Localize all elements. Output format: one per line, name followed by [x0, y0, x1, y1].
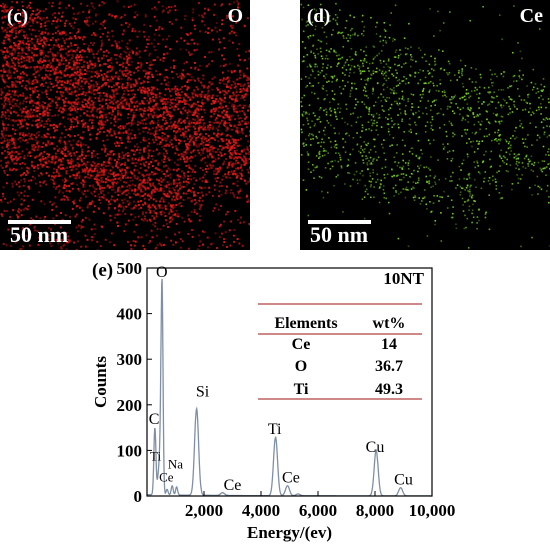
element-label-o: O: [227, 5, 243, 27]
table-cell-element: Ti: [294, 381, 309, 398]
table-cell-wt: 49.3: [375, 381, 403, 398]
table-cell-wt: 14: [381, 336, 397, 353]
oxygen-map-image: [0, 0, 250, 250]
map-texture: [300, 2, 550, 249]
cerium-map-panel: (d) Ce 50 nm: [300, 0, 550, 250]
peak-annotation: C: [149, 411, 160, 428]
oxygen-map-panel: (c) O 50 nm: [0, 0, 250, 250]
y-tick-label: 100: [117, 441, 143, 460]
x-tick-label: 8,000: [356, 501, 394, 520]
table-cell-element: O: [295, 358, 307, 375]
peak-annotation: Ce: [224, 477, 242, 494]
x-tick-label: 6,000: [299, 501, 337, 520]
peak-annotation: Ce: [282, 469, 300, 486]
panel-label-c: (c): [7, 6, 29, 27]
panel-label-e: (e): [92, 260, 113, 281]
panel-label-d: (d): [307, 6, 331, 27]
peak-annotation: Ti: [268, 421, 282, 438]
table-header-elements: Elements: [274, 315, 337, 332]
scale-bar: [308, 220, 371, 224]
y-tick-label: 0: [134, 487, 143, 506]
cerium-map-image: [300, 2, 550, 249]
x-axis-label: Energy/(ev): [247, 523, 332, 542]
sample-label: 10NT: [383, 269, 424, 288]
peak-annotation: Ce: [159, 469, 174, 484]
peak-annotation: Cu: [394, 472, 413, 489]
peak-annotation: O: [156, 264, 168, 281]
peak-annotation: Ti: [150, 448, 161, 463]
y-tick-label: 300: [117, 350, 143, 369]
peak-annotation: Na: [168, 457, 183, 472]
table-cell-wt: 36.7: [375, 358, 403, 375]
y-axis-label: Counts: [91, 356, 110, 408]
table-cell-element: Ce: [292, 336, 311, 353]
plot-frame: [146, 267, 433, 497]
scale-bar-label: 50 nm: [310, 222, 369, 247]
x-tick-label: 2,000: [185, 501, 223, 520]
x-tick-label: 10,000: [409, 501, 456, 520]
y-tick-label: 500: [117, 259, 143, 278]
peak-annotation: Si: [196, 384, 210, 401]
map-texture: [0, 0, 250, 250]
y-tick-label: 400: [117, 305, 143, 324]
x-tick-label: 4,000: [242, 501, 280, 520]
y-tick-label: 200: [117, 396, 143, 415]
peak-annotation: Cu: [366, 439, 385, 456]
scale-bar-label: 50 nm: [10, 222, 69, 247]
table-header-wt: wt%: [373, 315, 406, 332]
eds-spectrum-chart: (e) 0 100 200 300 400 500 2,000 4,000 6,000 8,000 1…: [91, 259, 456, 542]
element-label-ce: Ce: [519, 5, 543, 27]
scale-bar: [8, 220, 71, 224]
